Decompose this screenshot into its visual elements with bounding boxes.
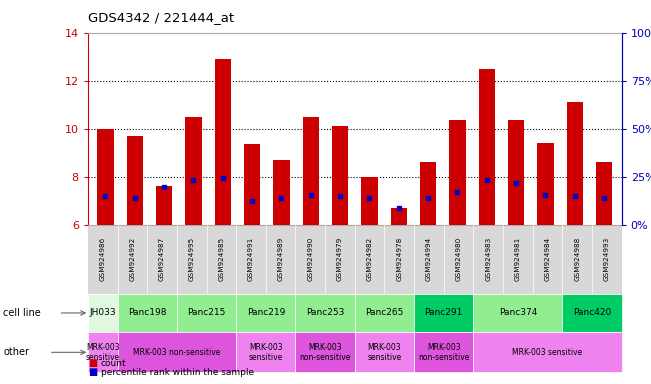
Text: cell line: cell line — [3, 308, 41, 318]
Text: Panc219: Panc219 — [247, 308, 285, 318]
Text: ■: ■ — [88, 367, 97, 377]
Bar — [273, 160, 290, 225]
Text: Panc265: Panc265 — [365, 308, 404, 318]
Text: GSM924990: GSM924990 — [307, 237, 313, 281]
Text: JH033: JH033 — [89, 308, 116, 318]
Bar — [449, 120, 465, 225]
Text: GDS4342 / 221444_at: GDS4342 / 221444_at — [88, 12, 234, 25]
Text: GSM924980: GSM924980 — [456, 237, 462, 281]
Bar — [391, 208, 407, 225]
Text: GSM924979: GSM924979 — [337, 237, 343, 281]
Text: GSM924978: GSM924978 — [396, 237, 402, 281]
Bar — [186, 117, 202, 225]
Text: GSM924988: GSM924988 — [574, 237, 580, 281]
Bar — [215, 59, 231, 225]
Text: GSM924985: GSM924985 — [218, 237, 225, 281]
Bar — [98, 129, 113, 225]
Text: GSM924984: GSM924984 — [545, 237, 551, 281]
Bar — [244, 144, 260, 225]
Bar — [420, 162, 436, 225]
Text: Panc374: Panc374 — [499, 308, 537, 318]
Bar — [596, 162, 612, 225]
Text: GSM924986: GSM924986 — [100, 237, 105, 281]
Bar — [478, 69, 495, 225]
Text: other: other — [3, 347, 29, 358]
Text: GSM924995: GSM924995 — [189, 237, 195, 281]
Text: GSM924989: GSM924989 — [278, 237, 284, 281]
Text: GSM924987: GSM924987 — [159, 237, 165, 281]
Text: MRK-003 non-sensitive: MRK-003 non-sensitive — [133, 348, 221, 357]
Text: Panc420: Panc420 — [573, 308, 611, 318]
Bar — [332, 126, 348, 225]
Text: count: count — [101, 359, 126, 368]
Text: Panc198: Panc198 — [128, 308, 167, 318]
Text: GSM924982: GSM924982 — [367, 237, 372, 281]
Bar — [303, 117, 319, 225]
Text: percentile rank within the sample: percentile rank within the sample — [101, 368, 254, 377]
Text: GSM924992: GSM924992 — [130, 237, 135, 281]
Bar — [361, 177, 378, 225]
Bar — [156, 186, 173, 225]
Text: Panc215: Panc215 — [187, 308, 226, 318]
Text: Panc291: Panc291 — [424, 308, 463, 318]
Text: Panc253: Panc253 — [306, 308, 344, 318]
Text: MRK-003
sensitive: MRK-003 sensitive — [85, 343, 120, 362]
Bar — [567, 102, 583, 225]
Bar — [537, 143, 553, 225]
Text: MRK-003
sensitive: MRK-003 sensitive — [249, 343, 283, 362]
Text: MRK-003
non-sensitive: MRK-003 non-sensitive — [418, 343, 469, 362]
Text: ■: ■ — [88, 358, 97, 368]
Text: MRK-003
non-sensitive: MRK-003 non-sensitive — [299, 343, 351, 362]
Bar — [127, 136, 143, 225]
Text: MRK-003
sensitive: MRK-003 sensitive — [367, 343, 402, 362]
Text: GSM924993: GSM924993 — [604, 237, 610, 281]
Bar — [508, 120, 524, 225]
Text: GSM924991: GSM924991 — [248, 237, 254, 281]
Text: GSM924981: GSM924981 — [515, 237, 521, 281]
Text: GSM924983: GSM924983 — [485, 237, 492, 281]
Text: GSM924994: GSM924994 — [426, 237, 432, 281]
Text: MRK-003 sensitive: MRK-003 sensitive — [512, 348, 583, 357]
